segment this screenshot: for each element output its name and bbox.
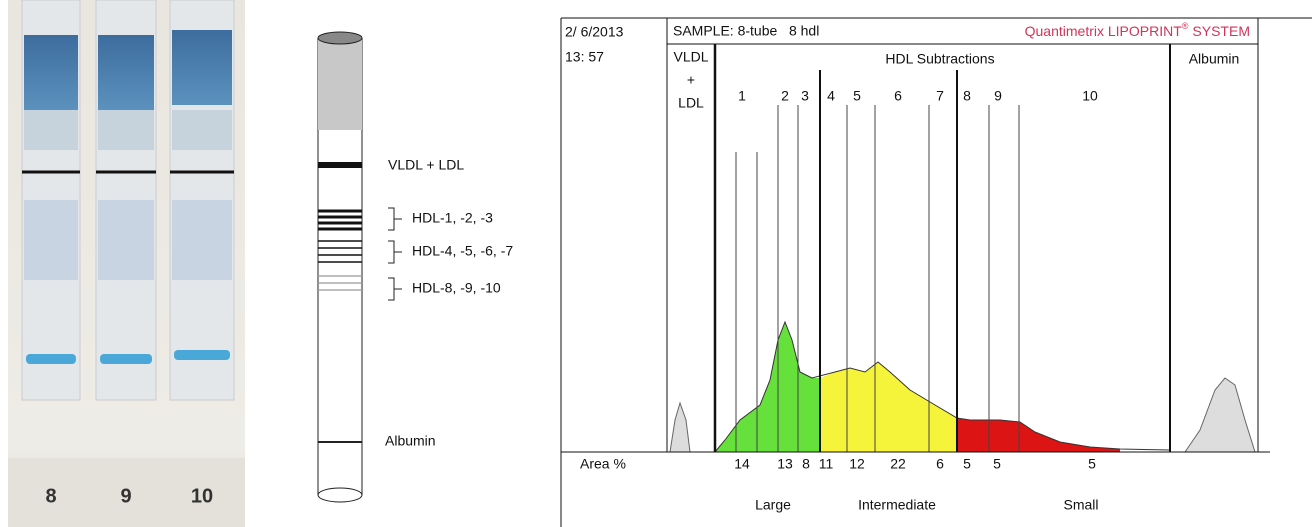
haze <box>24 110 78 150</box>
small-area <box>957 418 1120 452</box>
light-band <box>98 200 154 280</box>
area-value: 5 <box>1088 456 1096 472</box>
frame <box>560 17 1312 527</box>
area-value: 14 <box>734 456 750 472</box>
tube-label: 8 <box>45 485 56 507</box>
subfraction-number: 1 <box>738 88 746 104</box>
area-value: 5 <box>993 456 1001 472</box>
sample: SAMPLE: 8-tube 8 hdl <box>673 23 819 39</box>
subfraction-number: 6 <box>894 88 902 104</box>
subfraction-number: 4 <box>827 88 835 104</box>
size-group: Large <box>755 497 791 513</box>
haze <box>98 110 154 150</box>
size-group: Small <box>1063 497 1098 513</box>
brand: Quantimetrix LIPOPRINT® SYSTEM <box>1025 21 1250 38</box>
subfraction-number: 8 <box>963 88 971 104</box>
diagram-bottom <box>317 487 363 503</box>
bands <box>318 240 362 263</box>
light-band <box>24 200 78 280</box>
area-value: 8 <box>802 456 810 472</box>
area-value: 12 <box>849 456 865 472</box>
diagram-top <box>317 31 363 45</box>
blue-band <box>98 35 154 110</box>
vldl-label: + <box>687 72 695 88</box>
bracket <box>388 207 402 231</box>
area-value: 5 <box>963 456 971 472</box>
diagram-cap <box>318 38 362 130</box>
blue-band <box>172 30 232 105</box>
diagram-label: HDL-1, -2, -3 <box>412 210 493 226</box>
albumin-band <box>100 354 152 364</box>
tube-photo: 8 9 10 <box>8 0 245 527</box>
diagram-label: HDL-4, -5, -6, -7 <box>412 243 513 259</box>
tube-diagram <box>317 31 402 503</box>
lipoprint-chart <box>560 17 1312 527</box>
time: 13: 57 <box>565 49 604 65</box>
bands <box>318 209 362 231</box>
area-label: Area % <box>580 456 626 472</box>
hdl-header: HDL Subtractions <box>885 51 994 67</box>
brand-name: Quantimetrix LIPOPRINT <box>1025 23 1183 39</box>
diagram-label: Albumin <box>385 433 436 449</box>
bracket <box>388 277 402 301</box>
size-group: Intermediate <box>858 497 936 513</box>
area-value: 22 <box>890 456 906 472</box>
area-value: 13 <box>777 456 793 472</box>
vldl-label: VLDL <box>673 49 708 65</box>
subfraction-number: 2 <box>781 88 789 104</box>
subfraction-number: 10 <box>1082 88 1098 104</box>
brand-mark: ® <box>1182 21 1189 31</box>
albumin-header: Albumin <box>1189 51 1240 67</box>
diagram-label: HDL-8, -9, -10 <box>412 280 501 296</box>
date: 2/ 6/2013 <box>565 24 624 40</box>
brand-system: SYSTEM <box>1192 23 1250 39</box>
area-value: 6 <box>936 456 944 472</box>
subfraction-number: 5 <box>853 88 861 104</box>
tube-label: 9 <box>120 485 131 507</box>
band <box>318 162 362 168</box>
albumin-band <box>26 354 76 364</box>
subfraction-number: 3 <box>801 88 809 104</box>
bands <box>318 275 362 291</box>
albumin-peak <box>1184 377 1256 453</box>
photo-strip <box>8 458 245 527</box>
diagram-label: VLDL + LDL <box>388 157 464 173</box>
haze <box>172 110 232 150</box>
vldl-peak <box>669 401 691 453</box>
profile <box>714 320 1171 453</box>
light-band <box>172 200 232 280</box>
subfraction-lines <box>735 105 1020 452</box>
intermediate-area <box>820 362 957 452</box>
albumin-band <box>174 350 230 360</box>
tube-label: 10 <box>191 485 213 507</box>
bracket <box>388 240 402 264</box>
blue-band <box>24 35 78 110</box>
subfraction-number: 9 <box>994 88 1002 104</box>
vldl-label: LDL <box>678 95 704 111</box>
area-value: 11 <box>819 456 834 472</box>
subfraction-number: 7 <box>936 88 944 104</box>
